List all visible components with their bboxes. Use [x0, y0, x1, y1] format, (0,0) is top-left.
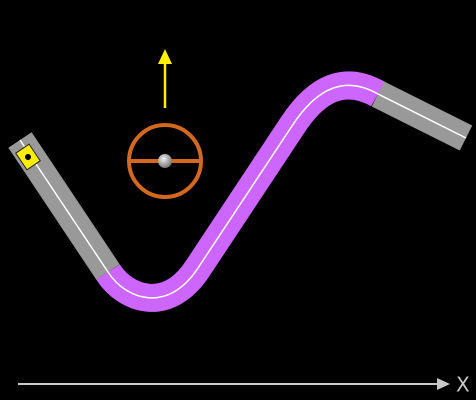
x-axis: X	[18, 373, 470, 397]
axis-arrow-head	[437, 378, 450, 390]
axis-label: X	[456, 373, 470, 397]
steering-wheel	[127, 123, 203, 199]
force-arrow	[158, 49, 172, 108]
wheel-hub	[158, 154, 172, 168]
center-line	[19, 84, 467, 299]
car-marker	[25, 154, 31, 160]
arrow-head	[158, 49, 172, 64]
car	[15, 143, 41, 171]
